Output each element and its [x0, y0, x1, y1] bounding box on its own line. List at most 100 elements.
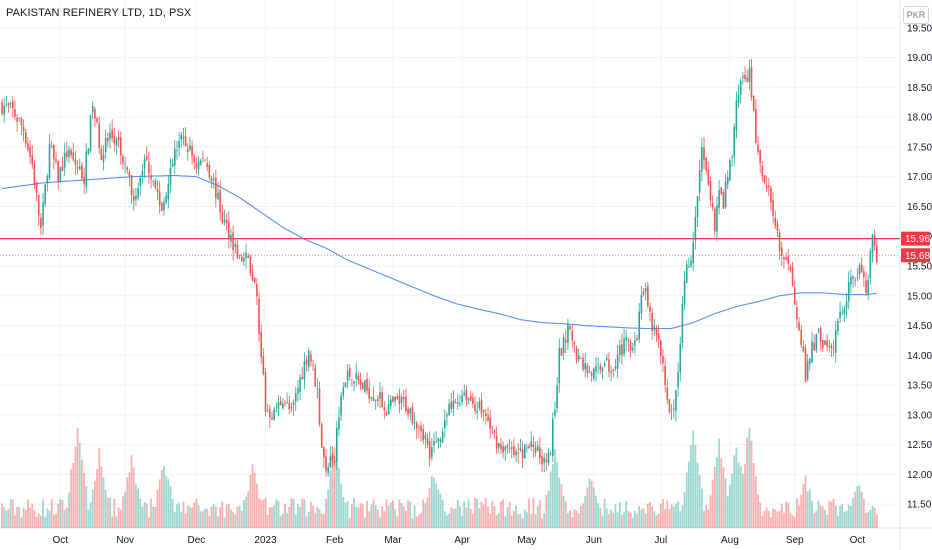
candle-body — [342, 387, 345, 396]
candle-body — [186, 149, 189, 153]
candle-body — [776, 223, 779, 232]
volume-bar — [247, 491, 250, 528]
candle-body — [420, 425, 422, 432]
candle-body — [474, 404, 476, 412]
volume-bar — [815, 510, 818, 528]
candle-body — [346, 371, 349, 381]
candle-body — [508, 448, 511, 450]
volume-bar — [299, 506, 301, 528]
candle-body — [595, 366, 597, 372]
candle-body — [57, 160, 59, 182]
volume-bar — [551, 464, 554, 528]
candle-body — [150, 175, 152, 180]
candle-body — [59, 167, 62, 182]
volume-bar — [27, 499, 29, 528]
volume-bar — [554, 448, 556, 528]
candle-body — [709, 181, 712, 201]
candle-body — [780, 247, 783, 256]
volume-bar — [160, 469, 163, 528]
volume-bar — [726, 495, 729, 528]
volume-bar — [739, 466, 742, 528]
volume-bar — [119, 509, 122, 528]
candle-body — [597, 364, 599, 365]
volume-bar — [219, 507, 222, 528]
volume-bar — [586, 487, 589, 528]
candle-body — [243, 257, 245, 262]
volume-bar — [722, 467, 725, 528]
candle-body — [705, 157, 707, 171]
volume-bar — [37, 513, 40, 528]
candle-body — [251, 272, 254, 282]
volume-bar — [640, 509, 643, 528]
volume-bar — [459, 506, 461, 528]
candle-body — [76, 167, 79, 169]
volume-bar — [135, 484, 137, 528]
candle-body — [333, 460, 336, 463]
candle-body — [714, 208, 716, 232]
candle-body — [37, 195, 40, 216]
candle-body — [81, 164, 83, 179]
volume-bar — [93, 480, 96, 528]
volume-bar — [446, 515, 448, 528]
candle-body — [165, 195, 167, 203]
candle-body — [681, 303, 684, 344]
candle-body — [679, 343, 682, 373]
volume-bar — [150, 498, 152, 528]
candle-body — [70, 149, 72, 156]
candle-body — [582, 357, 584, 370]
candle-body — [817, 330, 820, 332]
volume-bar — [351, 504, 353, 528]
volume-bar — [307, 511, 310, 528]
volume-bar — [817, 500, 820, 528]
candle-body — [344, 382, 347, 388]
candle-body — [768, 185, 770, 188]
candle-body — [841, 313, 844, 315]
volume-bar — [281, 513, 284, 528]
candle-body — [845, 301, 848, 309]
currency-label[interactable]: PKR — [903, 6, 929, 24]
volume-bar — [595, 495, 597, 528]
candle-body — [647, 285, 649, 306]
candle-body — [552, 418, 554, 456]
volume-bar — [623, 511, 625, 528]
candle-body — [258, 298, 260, 334]
candle-body — [29, 147, 31, 157]
volume-bar — [700, 488, 703, 528]
volume-bar — [240, 510, 243, 528]
volume-bar — [55, 513, 57, 528]
time-axis[interactable]: Oct Nov Dec 2023 Feb Mar Apr May Jun Jul Aug Sep Oct — [53, 535, 866, 546]
volume-bar — [292, 499, 295, 528]
volume-bar — [584, 495, 587, 528]
price-axis[interactable]: 11.50 12.00 12.50 13.00 13.50 14.00 14.50 15.00… — [907, 23, 932, 510]
candle-body — [476, 410, 478, 413]
volume-bar — [16, 506, 19, 528]
candle-body — [204, 160, 206, 162]
candle-body — [649, 306, 651, 312]
volume-bar — [858, 485, 861, 528]
candle-body — [599, 365, 602, 371]
candle-body — [504, 446, 507, 451]
candle-body — [824, 340, 826, 345]
candle-body — [774, 217, 777, 226]
volume-bar — [748, 428, 751, 528]
last-price-label-bg — [901, 248, 930, 263]
volume-bar — [448, 513, 451, 528]
volume-bar — [564, 501, 567, 528]
volume-bar — [89, 502, 92, 528]
candle-body — [33, 164, 36, 186]
volume-bar — [424, 503, 427, 528]
volume-bar — [480, 502, 483, 528]
candle-body — [485, 413, 487, 417]
candle-body — [392, 396, 394, 402]
candle-body — [573, 342, 576, 345]
candle-body — [340, 395, 342, 416]
candle-body — [210, 177, 213, 182]
volume-bar — [608, 513, 610, 528]
volume-bar — [562, 495, 565, 528]
volume-bar — [621, 514, 623, 528]
volume-bar — [875, 514, 878, 528]
candle-body — [558, 347, 561, 384]
volume-bar — [677, 501, 679, 528]
volume-bar — [78, 442, 81, 528]
